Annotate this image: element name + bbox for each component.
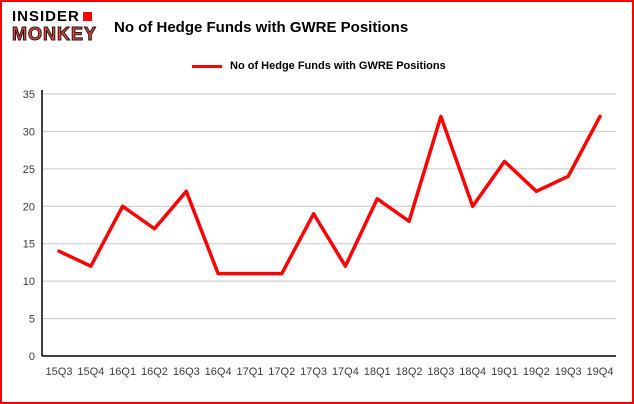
svg-text:15Q3: 15Q3	[46, 366, 73, 378]
svg-text:18Q2: 18Q2	[396, 366, 423, 378]
svg-text:17Q3: 17Q3	[300, 366, 327, 378]
svg-text:19Q2: 19Q2	[523, 366, 550, 378]
svg-text:5: 5	[29, 314, 35, 326]
legend-label: No of Hedge Funds with GWRE Positions	[230, 60, 446, 72]
logo-text-insider: INSIDER	[12, 8, 80, 25]
svg-text:19Q4: 19Q4	[587, 366, 614, 378]
svg-text:0: 0	[29, 351, 35, 363]
insider-monkey-logo: INSIDER MONKEY	[11, 8, 98, 44]
svg-text:15Q4: 15Q4	[77, 366, 104, 378]
svg-text:15: 15	[23, 239, 35, 251]
chart-svg: 0 5 10 15 20 25 30 35 15Q3 15Q4 16Q1 16Q2 16Q3 16Q4 17…	[23, 89, 616, 378]
svg-text:16Q1: 16Q1	[109, 366, 136, 378]
page-title: No of Hedge Funds with GWRE Positions	[114, 19, 409, 36]
svg-text:30: 30	[23, 126, 35, 138]
svg-text:16Q2: 16Q2	[141, 366, 168, 378]
svg-text:18Q4: 18Q4	[459, 366, 486, 378]
svg-text:20: 20	[23, 201, 35, 213]
svg-text:17Q1: 17Q1	[236, 366, 263, 378]
svg-text:17Q2: 17Q2	[268, 366, 295, 378]
svg-text:18Q3: 18Q3	[427, 366, 454, 378]
svg-text:10: 10	[23, 276, 35, 288]
logo-red-square	[82, 12, 92, 22]
legend: No of Hedge Funds with GWRE Positions	[192, 60, 446, 72]
svg-text:19Q1: 19Q1	[491, 366, 518, 378]
svg-text:19Q3: 19Q3	[555, 366, 582, 378]
legend-line-sample	[192, 64, 222, 68]
svg-text:35: 35	[23, 89, 35, 101]
logo-text-monkey: MONKEY	[11, 23, 98, 44]
svg-text:18Q1: 18Q1	[364, 366, 391, 378]
svg-text:17Q4: 17Q4	[332, 366, 359, 378]
svg-text:16Q4: 16Q4	[205, 366, 232, 378]
svg-text:25: 25	[23, 164, 35, 176]
svg-text:16Q3: 16Q3	[173, 366, 200, 378]
